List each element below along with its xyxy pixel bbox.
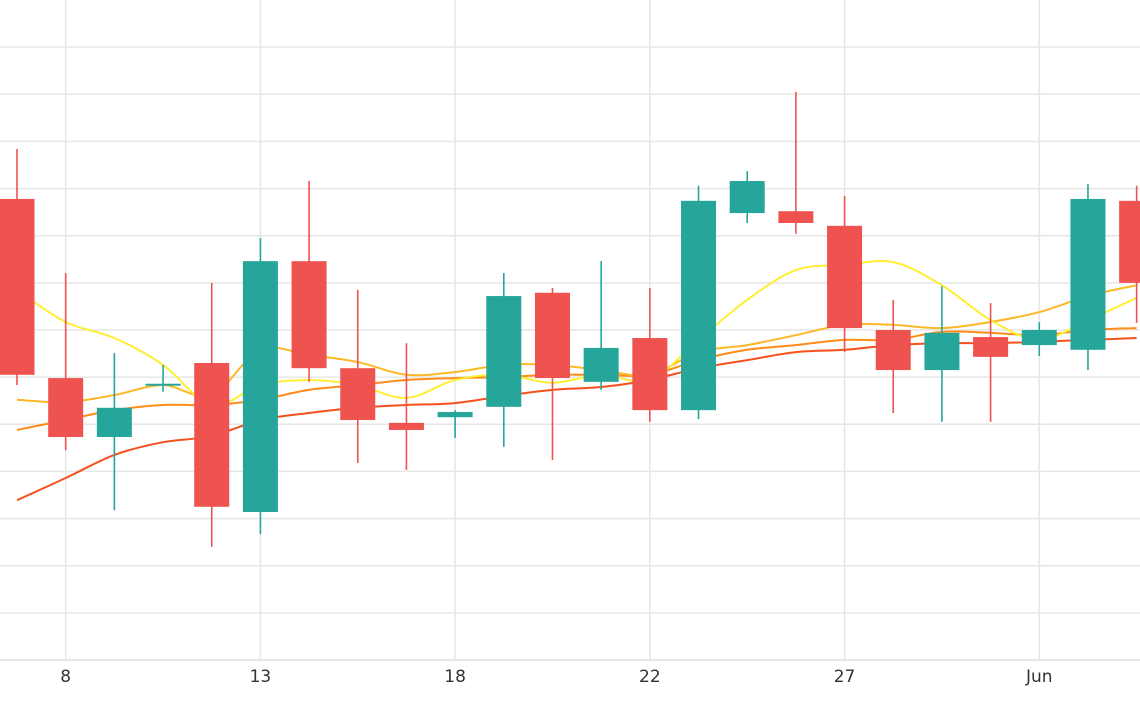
candle-body [145,383,181,386]
x-tick-label: 27 [834,667,856,687]
candle [340,289,376,463]
candle-body [1021,330,1057,346]
candle-body [486,296,522,407]
candle [1070,183,1106,371]
candle [534,288,570,461]
candle-body [96,407,132,438]
candle [681,185,717,420]
candle-body [924,332,960,371]
candle-body [0,198,35,375]
candle [437,410,473,438]
candle-body [681,200,717,411]
candle [96,353,132,511]
candle [194,282,230,547]
ma-lines [16,259,1138,502]
candle-body [48,378,84,438]
candle [1021,321,1057,356]
candle [1119,185,1140,323]
candle-body [437,412,473,418]
candle-body [778,211,814,223]
candle [0,148,35,386]
candle [827,196,863,353]
candle [242,238,278,535]
candle [583,261,619,390]
candle [145,364,181,392]
candle-body [534,292,570,379]
candle-body [1119,200,1140,283]
candle [778,91,814,234]
candle-body [242,261,278,512]
candle [291,181,327,382]
candle-body [632,338,668,411]
candle [973,303,1009,422]
candle-body [194,363,230,507]
candle-body [388,422,424,430]
x-tick-label: 22 [639,667,661,687]
candle-body [1070,198,1106,350]
candle [924,286,960,422]
candle [48,272,84,451]
candle-body [340,368,376,421]
candle [486,272,522,447]
candle-body [583,347,619,382]
x-tick-label: 8 [60,667,71,687]
candle [875,299,911,413]
candle-body [827,225,863,329]
x-tick-label: Jun [1025,667,1053,687]
candle-body [729,181,765,214]
x-tick-label: 18 [444,667,466,687]
candle [729,171,765,223]
candle [388,343,424,471]
x-tick-label: 13 [250,667,272,687]
candle-body [875,330,911,371]
candle-body [291,261,327,369]
candle [632,288,668,422]
ma-line [16,337,1137,502]
candle-body [973,337,1009,357]
